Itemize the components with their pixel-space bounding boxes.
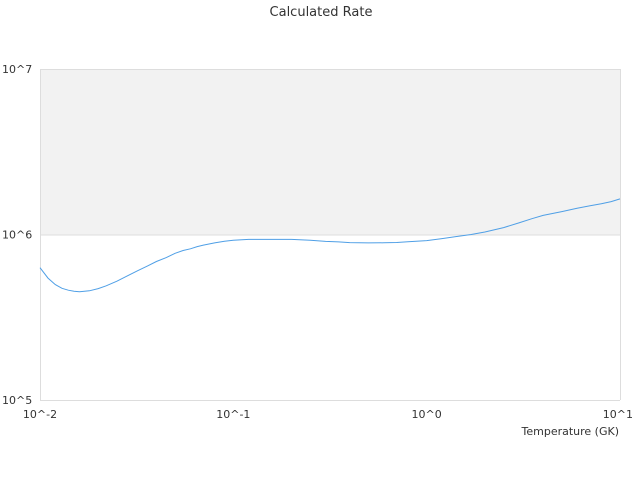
data-point-2	[54, 283, 57, 286]
data-point-11	[125, 275, 128, 278]
y-tick-label-1: 10^6	[2, 229, 32, 242]
x-tick-labels: 10^-2 10^-1 10^0 10^1	[23, 408, 633, 421]
data-point-25	[260, 238, 263, 241]
data-point-28	[309, 239, 312, 242]
x-tick-label-2: 10^0	[412, 408, 442, 421]
data-point-36	[425, 239, 428, 242]
data-point-48	[600, 202, 603, 205]
data-point-3	[61, 287, 64, 290]
x-tick-label-0: 10^-2	[23, 408, 57, 421]
data-point-32	[367, 241, 370, 244]
data-point-17	[182, 249, 185, 252]
series-line	[39, 198, 621, 293]
data-point-1	[47, 277, 50, 280]
y-tick-label-0: 10^5	[2, 394, 32, 407]
data-point-12	[136, 269, 139, 272]
data-point-16	[174, 252, 177, 255]
data-point-39	[470, 233, 473, 236]
data-point-38	[453, 235, 456, 238]
data-point-34	[395, 241, 398, 244]
chart-title: Calculated Rate	[270, 5, 373, 20]
x-tick-label-3: 10^1	[603, 408, 633, 421]
data-point-6	[78, 290, 81, 293]
data-point-26	[276, 238, 279, 241]
x-axis-label: Temperature (GK)	[521, 425, 620, 438]
data-point-46	[576, 207, 579, 210]
data-point-21	[213, 241, 216, 244]
data-point-41	[502, 226, 505, 229]
data-point-9	[105, 284, 108, 287]
data-point-43	[530, 217, 533, 220]
data-point-22	[223, 240, 226, 243]
shaded-band	[40, 69, 620, 235]
data-point-13	[146, 264, 149, 267]
data-point-44	[542, 214, 545, 217]
data-point-50	[619, 197, 622, 200]
grid-lines	[40, 69, 621, 401]
data-point-15	[165, 256, 168, 259]
data-point-42	[517, 221, 520, 224]
data-point-10	[115, 280, 118, 283]
data-point-23	[232, 239, 235, 242]
data-point-14	[155, 260, 158, 263]
x-tick-label-1: 10^-1	[216, 408, 250, 421]
data-point-19	[196, 245, 199, 248]
data-point-24	[247, 238, 250, 241]
y-tick-label-2: 10^7	[2, 63, 32, 76]
data-point-7	[88, 289, 91, 292]
data-point-37	[440, 237, 443, 240]
data-point-35	[406, 240, 409, 243]
data-point-8	[97, 287, 100, 290]
data-point-29	[324, 240, 327, 243]
data-point-49	[610, 200, 613, 203]
data-point-30	[337, 240, 340, 243]
data-point-20	[202, 244, 205, 247]
data-point-33	[382, 241, 385, 244]
data-point-45	[560, 210, 563, 213]
data-point-5	[73, 290, 76, 293]
data-point-0	[39, 266, 42, 269]
data-point-4	[67, 289, 70, 292]
data-point-18	[189, 247, 192, 250]
data-point-47	[589, 204, 592, 207]
data-point-40	[483, 231, 486, 234]
data-point-31	[348, 241, 351, 244]
y-tick-labels: 10^5 10^6 10^7	[2, 63, 32, 407]
data-point-27	[290, 238, 293, 241]
